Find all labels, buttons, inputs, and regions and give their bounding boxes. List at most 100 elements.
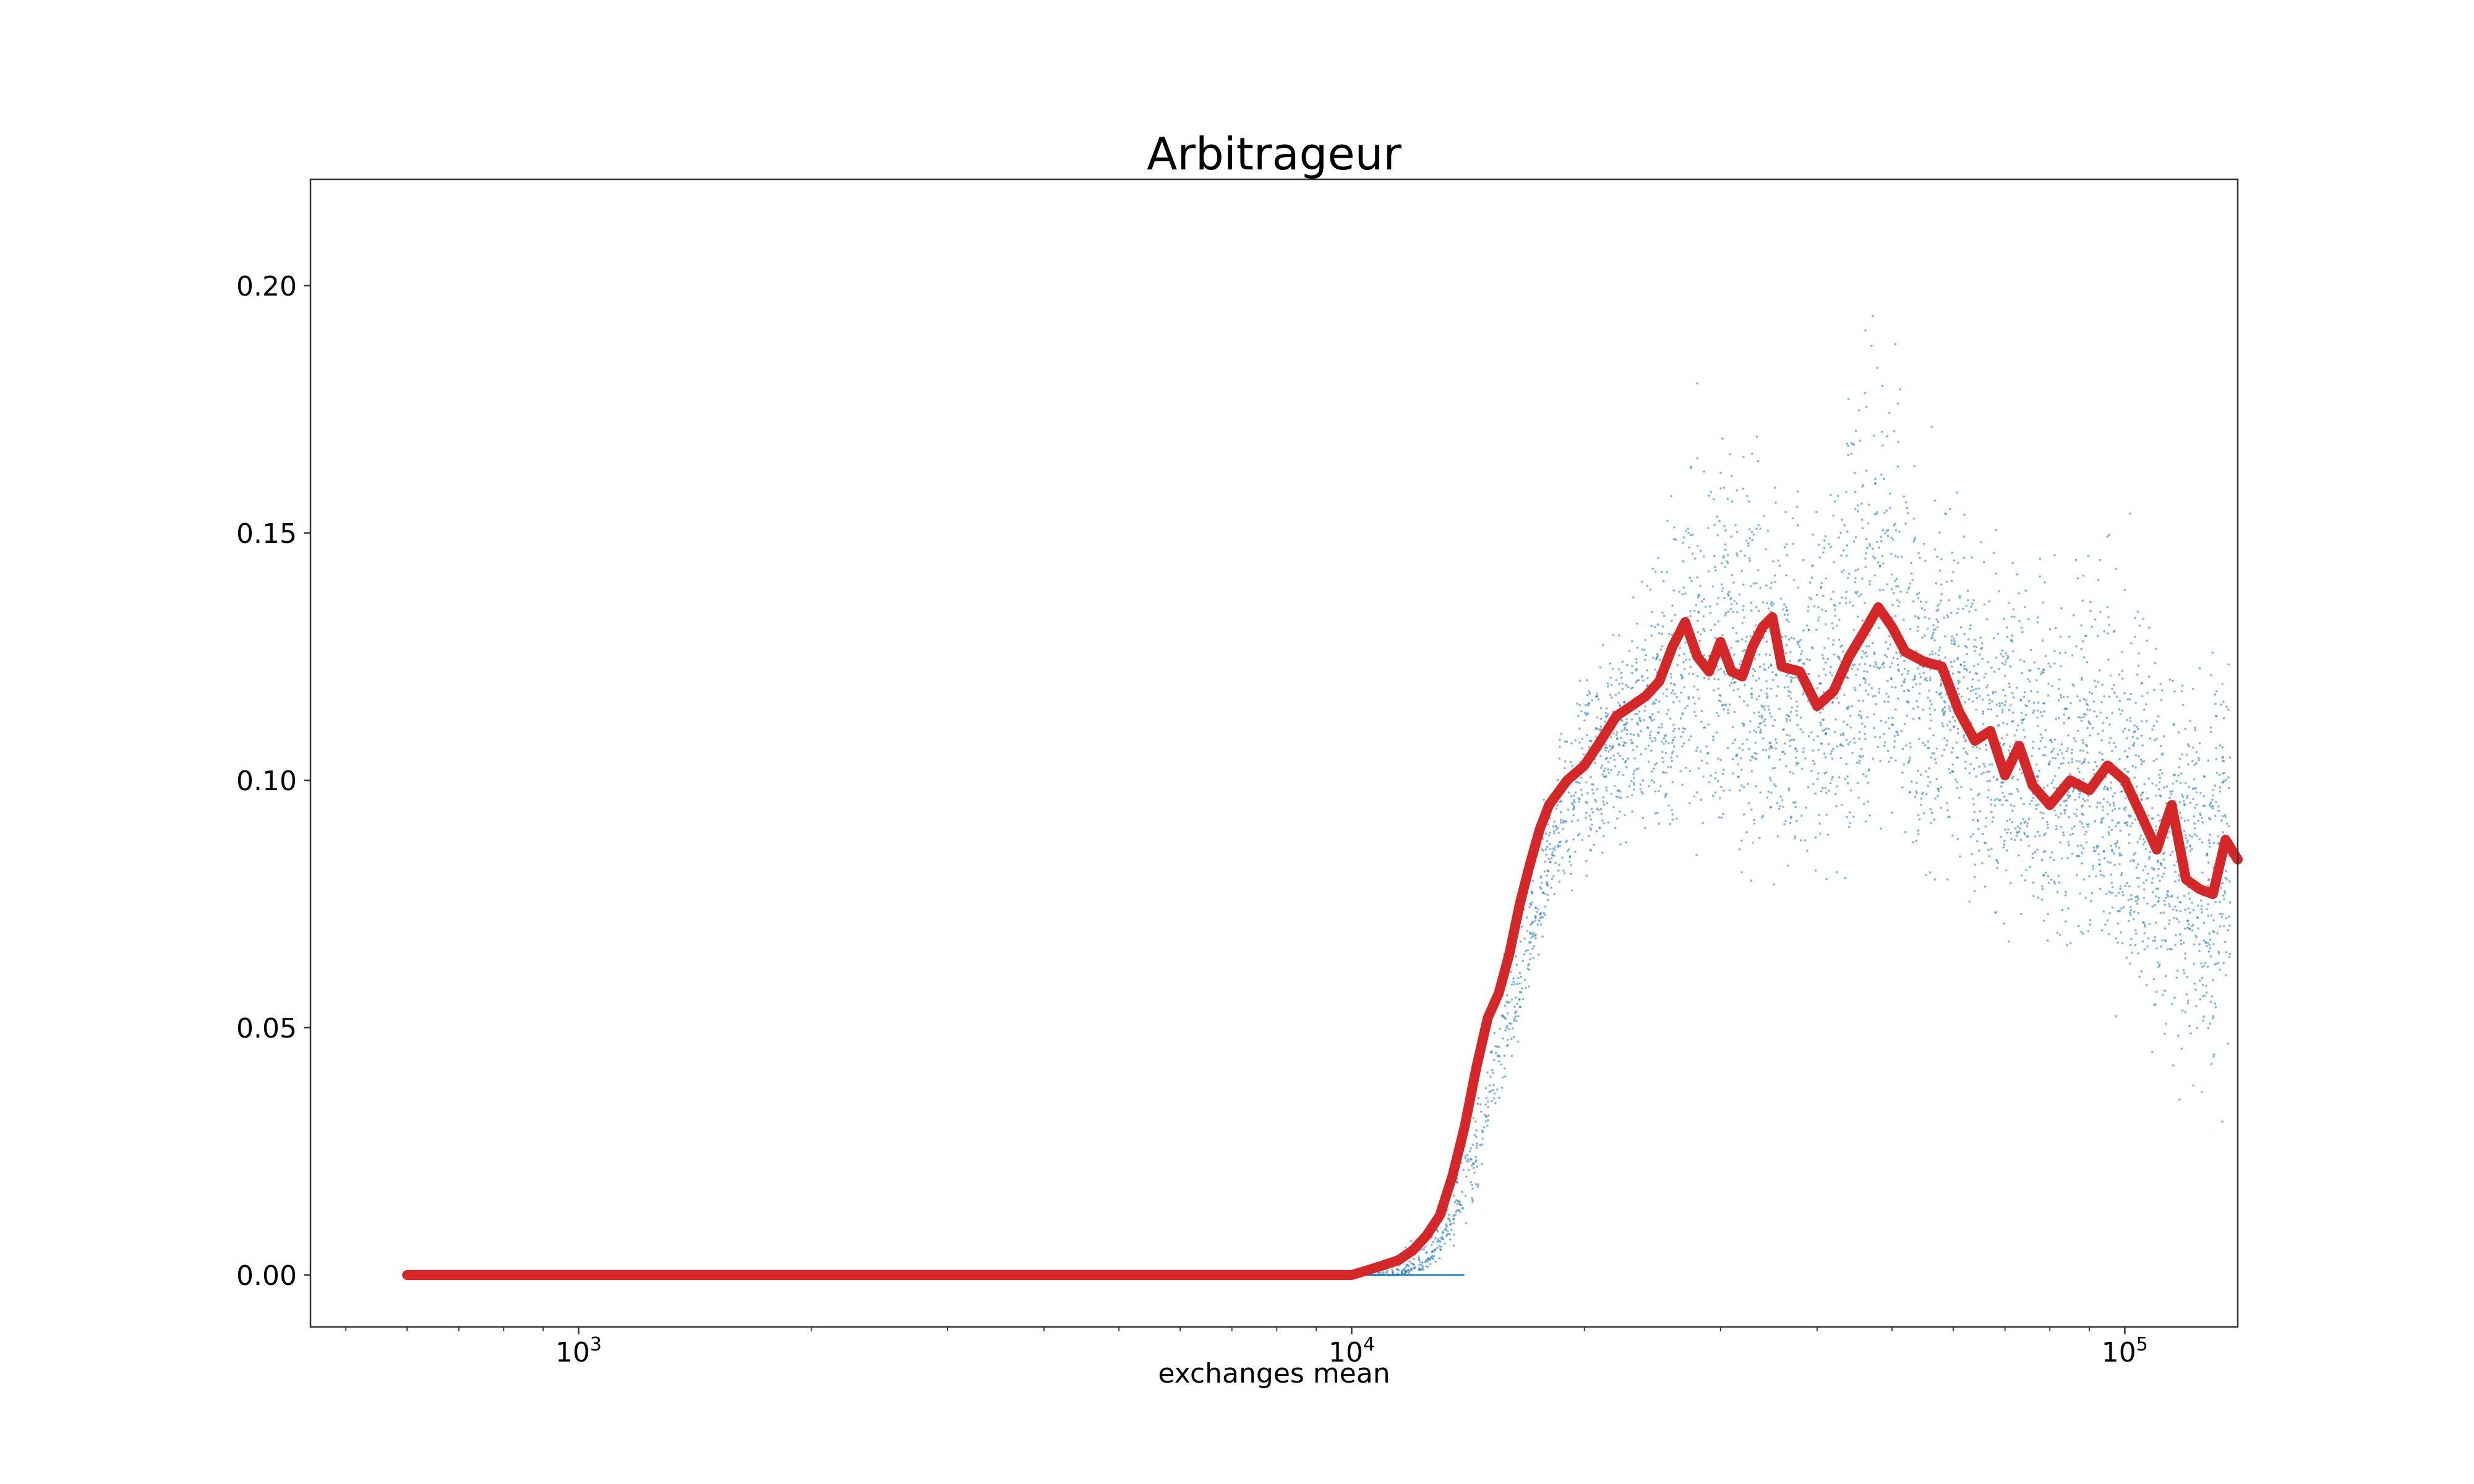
scatter-point	[1515, 1010, 1518, 1013]
scatter-point	[1612, 745, 1614, 748]
scatter-point	[1452, 1214, 1455, 1217]
scatter-point	[2094, 820, 2097, 822]
scatter-point	[1932, 624, 1935, 626]
scatter-point	[2209, 804, 2211, 807]
scatter-point	[1912, 717, 1915, 720]
scatter-point	[1560, 800, 1562, 803]
scatter-point	[1810, 576, 1813, 579]
scatter-point	[1927, 775, 1930, 778]
scatter-point	[2055, 827, 2058, 830]
scatter-point	[1765, 680, 1768, 683]
scatter-point	[2188, 923, 2190, 926]
scatter-point	[1447, 1217, 1450, 1220]
scatter-point	[1681, 745, 1684, 748]
scatter-point	[2115, 1015, 2118, 1018]
scatter-point	[1768, 666, 1770, 669]
scatter-point	[1839, 733, 1843, 736]
scatter-point	[1761, 748, 1765, 751]
scatter-point	[1570, 742, 1573, 744]
scatter-point	[2010, 882, 2012, 884]
scatter-point	[1631, 672, 1633, 674]
scatter-point	[2133, 744, 2135, 747]
scatter-point	[1689, 576, 1692, 579]
scatter-point	[1906, 672, 1909, 675]
scatter-point	[1755, 731, 1758, 733]
scatter-point	[1982, 698, 1984, 701]
scatter-series	[1351, 315, 2232, 1276]
scatter-point	[1397, 1268, 1399, 1271]
scatter-point	[1885, 529, 1888, 532]
scatter-point	[2217, 835, 2219, 838]
scatter-point	[1800, 814, 1803, 817]
scatter-point	[1918, 818, 1921, 821]
scatter-point	[1787, 620, 1790, 623]
scatter-point	[1836, 785, 1838, 788]
scatter-point	[1862, 773, 1865, 775]
scatter-point	[1978, 695, 1981, 697]
scatter-point	[2138, 837, 2141, 840]
scatter-point	[1977, 663, 1980, 666]
scatter-point	[1856, 668, 1859, 671]
scatter-point	[1700, 600, 1703, 603]
scatter-point	[1727, 610, 1730, 613]
scatter-point	[2210, 1000, 2212, 1004]
scatter-point	[1718, 519, 1721, 522]
scatter-point	[2135, 866, 2138, 869]
scatter-point	[2202, 965, 2206, 967]
scatter-point	[1663, 743, 1665, 745]
scatter-point	[2063, 722, 2065, 725]
scatter-point	[1764, 724, 1766, 727]
scatter-point	[1528, 968, 1531, 971]
scatter-point	[1794, 835, 1797, 838]
scatter-point	[1481, 1143, 1484, 1146]
scatter-point	[1572, 814, 1575, 817]
scatter-point	[1967, 599, 1969, 602]
scatter-point	[2151, 728, 2154, 731]
scatter-point	[2193, 822, 2196, 825]
scatter-point	[2102, 722, 2105, 724]
scatter-point	[2003, 795, 2006, 798]
scatter-point	[1853, 663, 1856, 666]
scatter-point	[1682, 661, 1685, 663]
scatter-point	[1768, 742, 1771, 744]
scatter-point	[1856, 615, 1859, 618]
scatter-point	[2195, 803, 2198, 806]
scatter-point	[1664, 740, 1667, 743]
scatter-point	[2081, 599, 2084, 602]
scatter-point	[1549, 817, 1552, 820]
scatter-point	[2152, 759, 2155, 762]
scatter-point	[1742, 608, 1745, 612]
scatter-point	[1872, 547, 1874, 550]
scatter-point	[1925, 770, 1927, 773]
scatter-point	[1942, 725, 1945, 728]
scatter-point	[1864, 679, 1867, 681]
scatter-point	[1825, 727, 1828, 730]
scatter-point	[2021, 722, 2024, 724]
scatter-point	[2168, 796, 2171, 799]
scatter-point	[1821, 608, 1824, 611]
scatter-point	[2003, 704, 2006, 707]
scatter-point	[1785, 644, 1788, 647]
scatter-point	[1476, 1102, 1479, 1105]
scatter-point	[1439, 1248, 1442, 1252]
scatter-point	[1483, 1126, 1486, 1128]
scatter-point	[1572, 838, 1575, 841]
scatter-point	[1684, 728, 1687, 730]
scatter-point	[1436, 1238, 1439, 1241]
scatter-point	[1753, 729, 1755, 732]
scatter-point	[1607, 750, 1610, 753]
scatter-point	[1712, 738, 1714, 741]
scatter-point	[1738, 746, 1740, 749]
scatter-point	[1698, 639, 1701, 642]
scatter-point	[1486, 1071, 1489, 1074]
scatter-point	[2108, 696, 2111, 698]
scatter-point	[2060, 825, 2063, 829]
scatter-point	[1590, 775, 1592, 778]
scatter-point	[2164, 866, 2166, 869]
scatter-point	[2047, 694, 2050, 697]
scatter-point	[1713, 498, 1715, 501]
scatter-point	[1746, 495, 1748, 497]
scatter-point	[2047, 939, 2049, 942]
scatter-point	[1883, 741, 1886, 744]
scatter-point	[1649, 588, 1652, 591]
